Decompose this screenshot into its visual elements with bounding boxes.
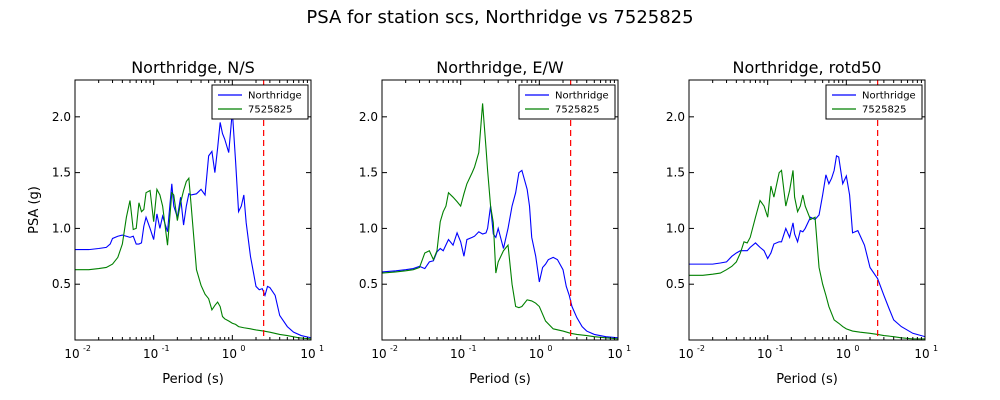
x-tick-exponent: 1 [933,344,938,353]
x-tick-exponent: 0 [240,344,245,353]
x-tick-exponent: -1 [162,344,170,353]
x-tick-exponent: 1 [319,344,324,353]
x-tick-label: 10 [222,347,237,361]
x-tick-label: 10 [300,347,315,361]
legend-label: 7525825 [248,105,293,116]
axes-frame [381,79,619,341]
x-tick-exponent: 0 [854,344,859,353]
x-tick-label: 10 [450,347,465,361]
axes-frame [688,79,926,341]
legend-box [825,84,923,120]
series-group [689,80,925,340]
x-tick-label: 10 [836,347,851,361]
y-tick-label: 1.0 [52,221,71,235]
y-tick-label: 1.5 [359,166,378,180]
x-tick-label: 10 [529,347,544,361]
y-tick-label: 1.0 [359,221,378,235]
series-line-7525825 [689,169,925,340]
y-tick-label: 2.0 [666,110,685,124]
x-tick-label: 10 [143,347,158,361]
chart-panels: Northridge, N/S0.51.01.52.010 -2 10 -1 10 0 10… [27,58,938,387]
x-tick-exponent: -2 [697,344,705,353]
legend-box [211,84,309,120]
series-line-7525825 [382,103,618,340]
y-axis-label: PSA (g) [27,186,42,234]
x-axis-label: Period (s) [469,372,531,387]
y-tick-label: 1.5 [52,166,71,180]
x-tick-exponent: -1 [469,344,477,353]
series-line-7525825 [75,176,311,340]
x-tick-exponent: -2 [83,344,91,353]
series-line-northridge [382,169,618,339]
y-tick-label: 2.0 [52,110,71,124]
y-tick-label: 1.5 [666,166,685,180]
figure-suptitle: PSA for station scs, Northridge vs 75258… [306,7,693,28]
panel-0: Northridge, N/S0.51.01.52.010 -2 10 -1 10 0 10… [27,58,324,387]
series-line-northridge [689,155,925,338]
x-axis-label: Period (s) [776,372,838,387]
axes-frame [74,79,312,341]
legend-label: 7525825 [862,105,907,116]
x-tick-exponent: 1 [626,344,631,353]
x-tick-label: 10 [757,347,772,361]
y-tick-label: 2.0 [359,110,378,124]
x-tick-label: 10 [371,347,386,361]
panel-title: Northridge, E/W [436,58,564,77]
y-tick-label: 0.5 [666,277,685,291]
legend: Northridge 7525825 [211,84,309,120]
legend: Northridge 7525825 [518,84,616,120]
legend: Northridge 7525825 [825,84,923,120]
x-tick-label: 10 [607,347,622,361]
x-tick-label: 10 [64,347,79,361]
series-group [382,80,618,340]
x-tick-label: 10 [678,347,693,361]
x-tick-exponent: -2 [390,344,398,353]
series-group [75,80,311,340]
legend-label: Northridge [862,91,916,102]
panel-title: Northridge, rotd50 [733,58,882,77]
legend-label: Northridge [555,91,609,102]
series-line-northridge [75,111,311,339]
legend-label: 7525825 [555,105,600,116]
x-tick-exponent: -1 [776,344,784,353]
legend-box [518,84,616,120]
legend-label: Northridge [248,91,302,102]
panel-title: Northridge, N/S [131,58,255,77]
x-tick-exponent: 0 [547,344,552,353]
y-tick-label: 1.0 [666,221,685,235]
y-tick-label: 0.5 [359,277,378,291]
y-tick-label: 0.5 [52,277,71,291]
panel-1: Northridge, E/W0.51.01.52.010 -2 10 -1 10 0 10… [359,58,631,387]
x-tick-label: 10 [914,347,929,361]
x-axis-label: Period (s) [162,372,224,387]
